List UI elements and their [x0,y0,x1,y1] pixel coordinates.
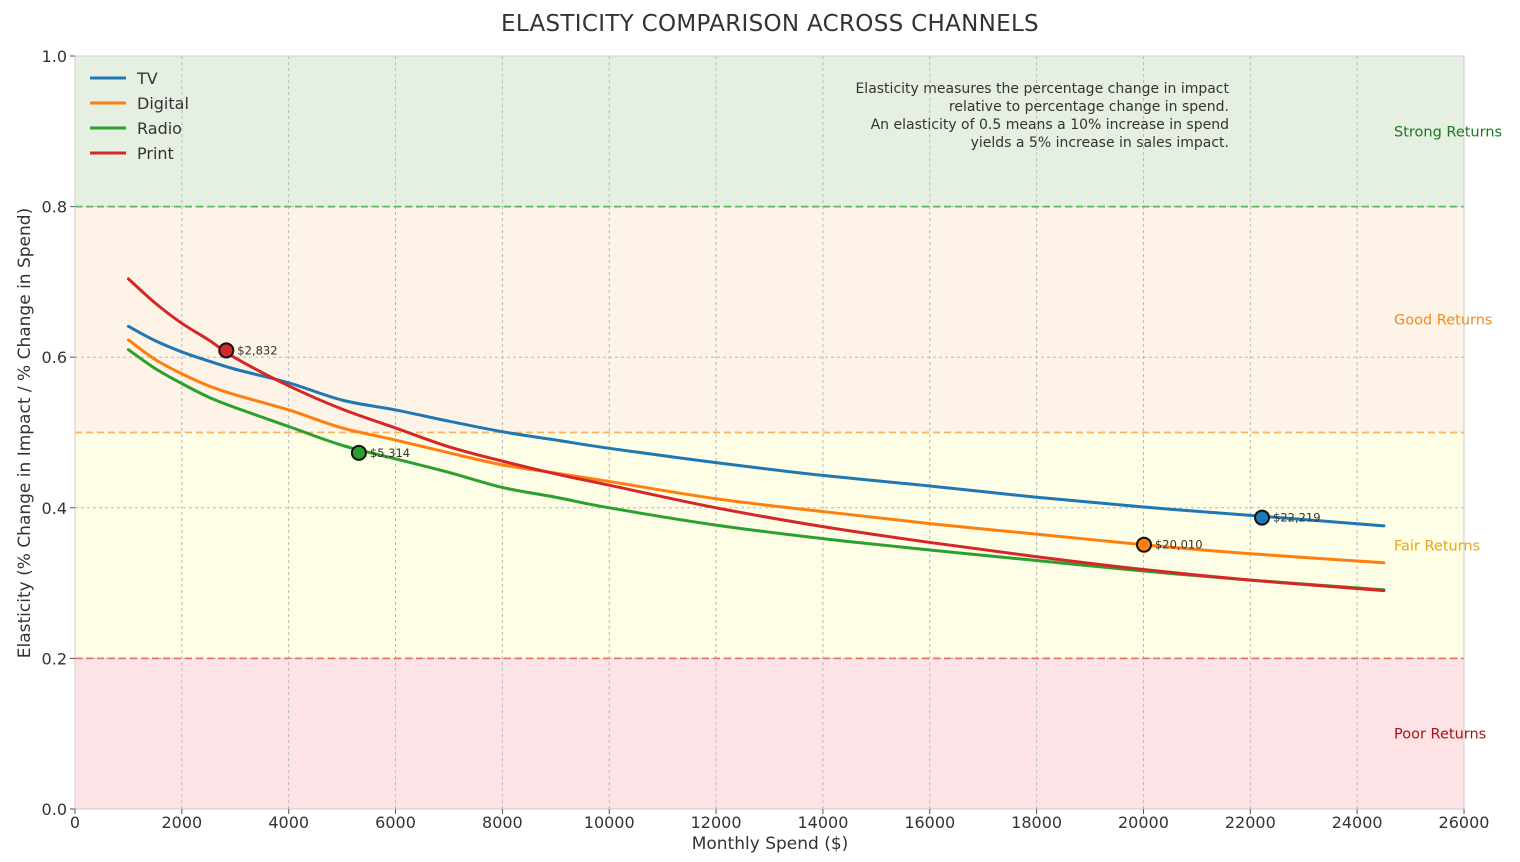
zone-band-0 [75,56,1464,207]
x-tick-label-11: 22000 [1225,813,1276,832]
zone-band-2 [75,432,1464,659]
zone-label-0: Strong Returns [1394,124,1502,140]
x-tick-label-10: 20000 [1118,813,1169,832]
zone-band-3 [75,658,1464,809]
x-axis-title: Monthly Spend ($) [692,834,849,854]
optimal-point-marker-2 [1135,536,1152,553]
zone-label-2: Fair Returns [1394,538,1480,554]
series-line-radio [126,348,1386,592]
x-tick-label-5: 10000 [584,813,635,832]
optimal-point-label-1: $5,314 [370,446,410,460]
y-tick-label-5: 1.0 [42,47,67,66]
y-axis-title: Elasticity (% Change in Impact / % Chang… [15,208,35,658]
zone-label-3: Poor Returns [1394,727,1486,743]
annotation-line-0: Elasticity measures the percentage chang… [855,81,1229,97]
optimal-point-marker-0 [218,342,235,359]
optimal-point-marker-1 [350,444,367,461]
x-tick-label-0: 0 [70,813,80,832]
optimal-point-marker-3 [1254,509,1271,526]
y-tick-label-1: 0.2 [42,649,67,668]
x-tick-label-7: 14000 [797,813,848,832]
x-tick-label-12: 24000 [1332,813,1383,832]
x-tick-label-4: 8000 [482,813,523,832]
annotation-line-2: An elasticity of 0.5 means a 10% increas… [871,117,1229,133]
plot-frame [74,55,1465,810]
optimal-point-label-3: $22,219 [1273,511,1321,525]
x-tick-label-1: 2000 [161,813,202,832]
x-tick-label-6: 12000 [691,813,742,832]
legend-label-digital: Digital [137,94,189,113]
zone-band-1 [75,206,1464,433]
legend-label-radio: Radio [137,119,182,138]
zone-label-1: Good Returns [1394,313,1492,329]
x-tick-label-9: 18000 [1011,813,1062,832]
legend-label-print: Print [137,144,174,163]
x-tick-label-13: 26000 [1439,813,1490,832]
optimal-point-label-2: $20,010 [1155,538,1203,552]
legend: TV Digital Radio Print [90,69,189,163]
x-tick-label-2: 4000 [268,813,309,832]
x-tick-label-3: 6000 [375,813,416,832]
chart-title: ELASTICITY COMPARISON ACROSS CHANNELS [501,11,1039,37]
x-tick-label-8: 16000 [904,813,955,832]
y-tick-label-4: 0.8 [42,198,67,217]
annotation-line-1: relative to percentage change in spend. [949,99,1229,115]
optimal-point-label-0: $2,832 [237,343,277,357]
series-line-print [126,277,1386,593]
y-tick-label-3: 0.6 [42,348,67,367]
y-tick-label-2: 0.4 [42,499,67,518]
legend-label-tv: TV [136,69,158,88]
series-line-tv [126,324,1386,528]
y-tick-label-0: 0.0 [42,800,67,819]
annotation-line-3: yields a 5% increase in sales impact. [971,135,1229,151]
